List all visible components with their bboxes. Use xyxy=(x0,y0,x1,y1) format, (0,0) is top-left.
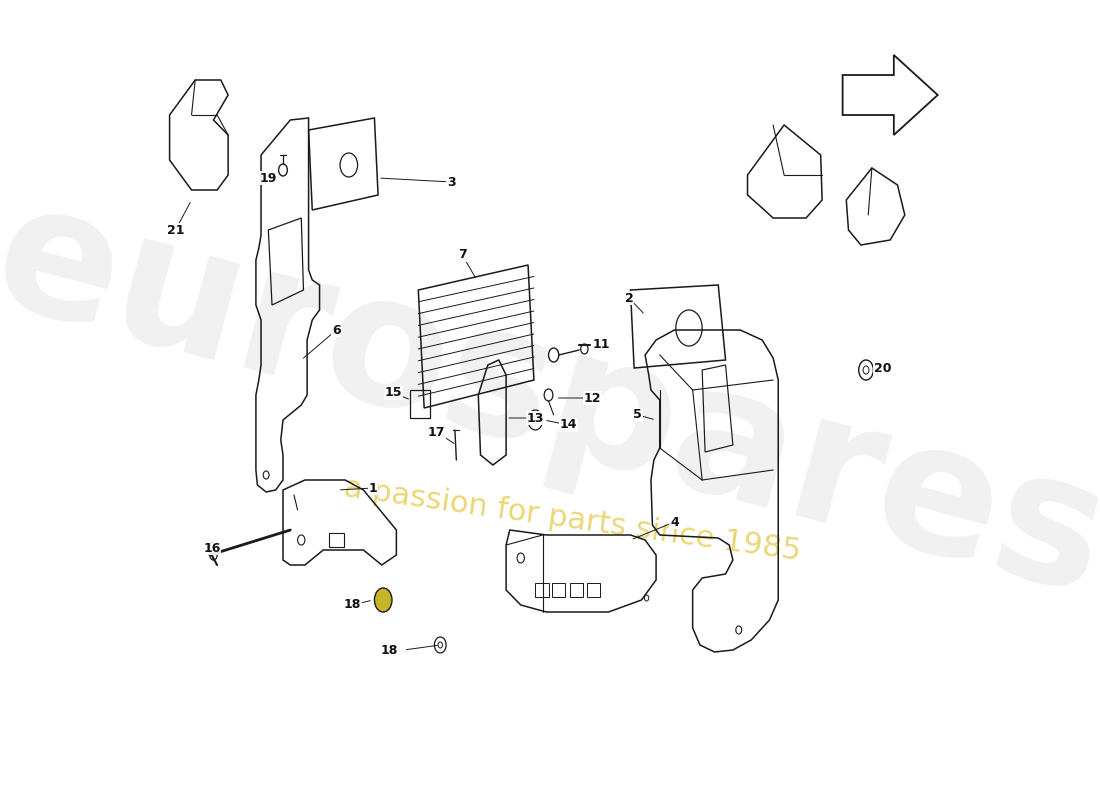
Text: a passion for parts since 1985: a passion for parts since 1985 xyxy=(342,474,802,566)
Text: 17: 17 xyxy=(428,426,446,438)
Bar xyxy=(570,583,583,597)
Text: 13: 13 xyxy=(527,411,544,425)
Circle shape xyxy=(374,588,392,612)
Bar xyxy=(409,390,430,418)
Text: 19: 19 xyxy=(260,171,277,185)
Bar xyxy=(536,583,549,597)
Text: 16: 16 xyxy=(204,542,221,554)
Circle shape xyxy=(379,595,387,605)
Text: 3: 3 xyxy=(447,175,455,189)
Text: 11: 11 xyxy=(593,338,611,351)
Text: 20: 20 xyxy=(874,362,892,374)
Text: 4: 4 xyxy=(670,515,679,529)
Text: 21: 21 xyxy=(167,223,184,237)
Text: 1: 1 xyxy=(368,482,377,494)
Text: 12: 12 xyxy=(584,391,602,405)
Bar xyxy=(586,583,600,597)
Text: eurospares: eurospares xyxy=(0,167,1100,633)
Text: 18: 18 xyxy=(344,598,361,611)
Bar xyxy=(552,583,565,597)
Text: 18: 18 xyxy=(381,643,398,657)
Text: 14: 14 xyxy=(560,418,578,431)
Text: 15: 15 xyxy=(385,386,403,399)
Text: 6: 6 xyxy=(332,323,341,337)
Text: 5: 5 xyxy=(634,409,642,422)
Bar xyxy=(329,533,343,547)
Text: 7: 7 xyxy=(458,249,466,262)
Text: 2: 2 xyxy=(625,291,634,305)
